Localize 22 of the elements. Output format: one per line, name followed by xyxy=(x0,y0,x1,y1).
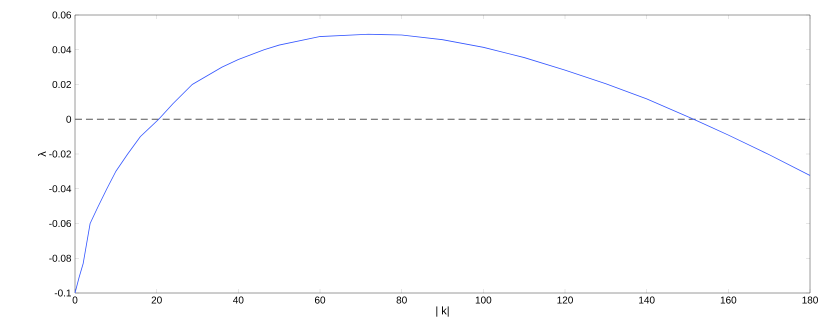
x-tick-label: 180 xyxy=(802,296,818,304)
line-series xyxy=(74,34,810,294)
y-tick-label: -0.06 xyxy=(49,220,72,228)
x-tick-label: 160 xyxy=(720,296,736,304)
x-tick-label: 20 xyxy=(152,296,162,304)
x-tick-label: 60 xyxy=(314,296,326,304)
x-tick-label: 80 xyxy=(396,296,407,304)
y-tick-label: 0.02 xyxy=(52,80,71,88)
x-tick-label: 100 xyxy=(476,296,492,304)
y-tick-label: 0 xyxy=(66,116,72,123)
x-tick-label: 120 xyxy=(557,296,573,304)
x-tick-label: 40 xyxy=(233,296,244,304)
y-tick-label: -0.08 xyxy=(49,254,72,262)
y-tick-label: -0.1 xyxy=(54,289,72,297)
y-tick-label: 0.06 xyxy=(52,11,72,19)
y-tick-label: -0.04 xyxy=(49,185,72,192)
x-axis-title: | k| xyxy=(436,306,449,317)
x-tick-label: 140 xyxy=(639,296,655,304)
x-tick-label: 0 xyxy=(72,296,78,304)
y-axis-title: λ xyxy=(38,151,46,157)
y-tick-label: 0.04 xyxy=(52,46,72,54)
y-tick-label: -0.02 xyxy=(49,150,71,158)
